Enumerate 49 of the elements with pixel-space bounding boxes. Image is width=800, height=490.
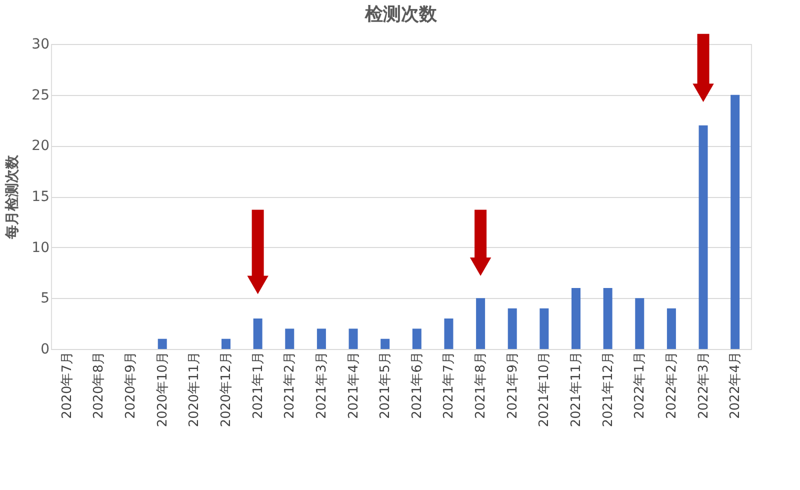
bar: [348, 328, 358, 349]
x-tick-label: 2021年11月: [569, 352, 584, 428]
x-tick-label: 2020年7月: [60, 352, 75, 419]
y-tick-label: 5: [40, 290, 50, 307]
x-tick-label: 2021年7月: [442, 352, 457, 419]
bar: [412, 328, 422, 349]
bar: [380, 338, 390, 349]
x-tick-label: 2021年8月: [474, 352, 489, 419]
y-tick-label: 25: [32, 87, 50, 104]
bar: [698, 125, 708, 349]
x-tick-label: 2021年4月: [346, 352, 362, 419]
x-tick-label: 2021年10月: [537, 352, 552, 428]
x-tick-label: 2022年1月: [632, 352, 648, 419]
bar: [730, 94, 740, 349]
y-axis-title: 每月检测次数: [4, 154, 21, 240]
bar: [540, 308, 549, 349]
bar: [285, 328, 294, 349]
x-tick-label: 2020年8月: [92, 352, 107, 419]
bar: [158, 338, 167, 349]
x-tick-label: 2021年12月: [600, 352, 616, 428]
x-tick-label: 2021年2月: [282, 352, 298, 419]
y-tick-label: 15: [32, 189, 50, 205]
bar: [603, 288, 612, 349]
x-tick-label: 2021年5月: [378, 352, 394, 419]
x-tick-label: 2022年2月: [664, 352, 680, 419]
y-tick-label: 20: [32, 138, 50, 154]
bar: [222, 338, 230, 349]
x-tick-label: 2021年6月: [410, 352, 425, 419]
bar: [666, 308, 676, 349]
chart-title: 检测次数: [364, 4, 438, 25]
bar: [635, 298, 644, 349]
x-tick-label: 2022年3月: [696, 352, 712, 419]
x-tick-label: 2020年11月: [187, 352, 202, 428]
bar: [253, 318, 262, 349]
x-tick-label: 2020年10月: [155, 352, 170, 428]
y-tick-label: 0: [40, 342, 50, 358]
x-tick-label: 2022年4月: [728, 352, 744, 419]
x-tick-label: 2021年1月: [250, 352, 266, 419]
bar: [476, 298, 486, 349]
x-tick-label: 2020年12月: [219, 352, 234, 428]
x-tick-label: 2020年9月: [124, 352, 139, 419]
x-tick-label: 2021年9月: [505, 352, 520, 419]
bar: [444, 318, 454, 349]
y-tick-label: 30: [32, 36, 50, 52]
bar: [508, 308, 517, 349]
x-tick-label: 2021年3月: [314, 352, 330, 419]
y-tick-label: 10: [32, 240, 50, 256]
bar: [572, 288, 580, 349]
bar: [316, 328, 326, 349]
